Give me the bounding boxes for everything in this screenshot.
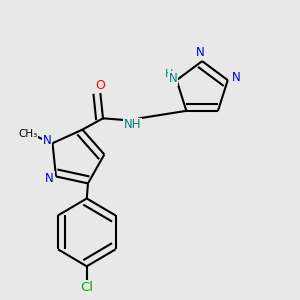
Text: O: O bbox=[95, 79, 105, 92]
Text: NH: NH bbox=[124, 118, 141, 131]
Text: Cl: Cl bbox=[80, 281, 93, 294]
Text: H: H bbox=[164, 69, 173, 79]
Text: CH₃: CH₃ bbox=[18, 128, 38, 139]
Text: N: N bbox=[232, 71, 241, 84]
Text: N: N bbox=[169, 72, 178, 85]
Text: N: N bbox=[45, 172, 54, 184]
Text: N: N bbox=[196, 46, 205, 59]
Text: N: N bbox=[43, 134, 51, 147]
